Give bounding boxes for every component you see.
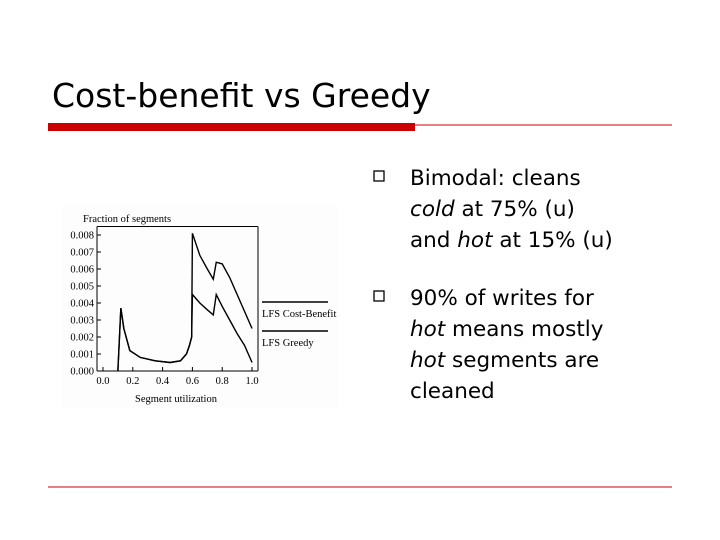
text-run: cold: [410, 197, 455, 222]
slide-title: Cost-benefit vs Greedy: [52, 76, 431, 115]
title-bar: [48, 123, 415, 131]
x-axis-label: Segment utilization: [135, 394, 218, 405]
text-run: means mostly: [445, 317, 604, 342]
y-tick-label: 0.000: [70, 367, 94, 378]
y-tick-label: 0.002: [70, 333, 94, 344]
text-run: Bimodal: cleans: [410, 166, 581, 191]
bullet-line: Bimodal: cleans: [410, 166, 581, 191]
bullet-list: Bimodal: cleans cold at 75% (u) and hot at…: [373, 166, 613, 404]
x-tick-label: 0.8: [216, 376, 229, 387]
text-run: hot: [410, 348, 447, 373]
chart-image: [62, 205, 338, 408]
bullet-line: 90% of writes for: [410, 286, 594, 311]
bullet-line: cleaned: [410, 379, 495, 404]
legend-label: LFS Greedy: [262, 338, 314, 349]
x-tick-label: 0.6: [186, 376, 199, 387]
text-run: and: [410, 228, 457, 253]
text-run: at 15% (u): [493, 228, 613, 253]
bullet-line: and hot at 15% (u): [410, 228, 613, 253]
y-tick-label: 0.008: [70, 231, 94, 242]
y-tick-label: 0.004: [70, 299, 94, 310]
text-run: hot: [457, 228, 494, 253]
y-tick-label: 0.001: [70, 350, 94, 361]
y-tick-label: 0.007: [70, 248, 94, 259]
x-tick-label: 0.0: [96, 376, 109, 387]
series-line: [117, 292, 253, 372]
y-tick-label: 0.003: [70, 316, 94, 327]
text-run: hot: [410, 317, 447, 342]
y-tick-label: 0.006: [70, 265, 94, 276]
bullet-marker: [373, 170, 385, 182]
bullet-line: hot segments are: [410, 348, 599, 373]
text-run: at 75% (u): [455, 197, 575, 222]
text-run: cleaned: [410, 379, 495, 404]
text-run: segments are: [445, 348, 599, 373]
x-tick-label: 0.2: [126, 376, 139, 387]
x-tick-label: 1.0: [245, 376, 258, 387]
y-tick-label: 0.005: [70, 282, 94, 293]
bullet-line: hot means mostly: [410, 317, 604, 342]
y-axis-label: Fraction of segments: [83, 214, 171, 225]
legend-label: LFS Cost-Benefit: [262, 309, 336, 320]
text-run: 90% of writes for: [410, 286, 594, 311]
chart: 0.000 0.001 0.002 0.003 0.004 0.005 0.006 0.007…: [70, 214, 336, 405]
bullet-line: cold at 75% (u): [410, 197, 575, 222]
bullet-marker: [373, 290, 385, 302]
x-tick-label: 0.4: [156, 376, 170, 387]
